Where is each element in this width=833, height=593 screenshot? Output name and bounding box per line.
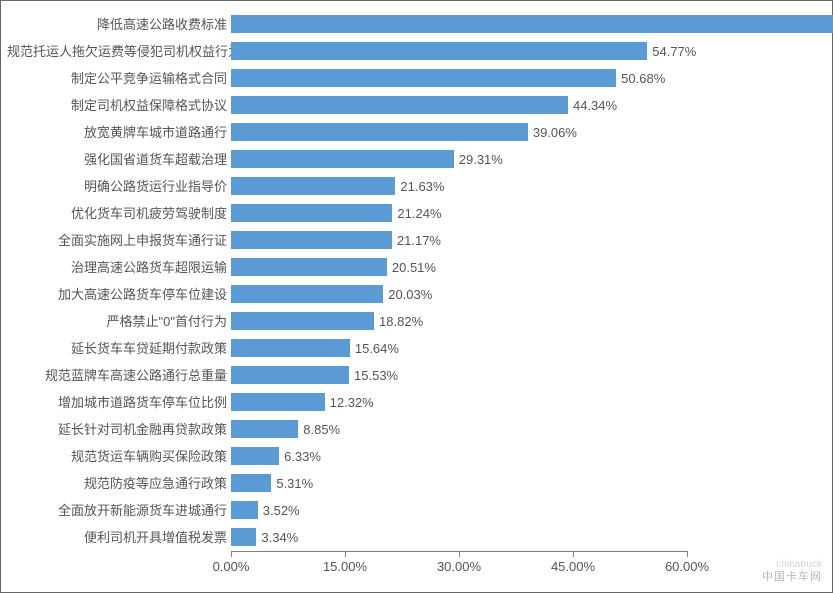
bar-label: 延长针对司机金融再贷款政策 — [7, 416, 227, 443]
bar-row: 延长针对司机金融再贷款政策8.85% — [231, 416, 791, 443]
bar-label: 明确公路货运行业指导价 — [7, 173, 227, 200]
bar — [231, 96, 568, 114]
bar-label: 延长货车车贷延期付款政策 — [7, 335, 227, 362]
value-label: 29.31% — [454, 146, 503, 173]
bar — [231, 69, 616, 87]
axis-tick — [231, 551, 232, 557]
chart-container: 降低高速公路收费标准80.84%规范托运人拖欠运费等侵犯司机权益行为54.77%… — [0, 0, 833, 593]
bar — [231, 258, 387, 276]
bar-row: 加大高速公路货车停车位建设20.03% — [231, 281, 791, 308]
bar-row: 规范防疫等应急通行政策5.31% — [231, 470, 791, 497]
bar — [231, 231, 392, 249]
bar-label: 加大高速公路货车停车位建设 — [7, 281, 227, 308]
bar-row: 全面实施网上申报货车通行证21.17% — [231, 227, 791, 254]
value-label: 21.24% — [392, 200, 441, 227]
bar-label: 规范蓝牌车高速公路通行总重量 — [7, 362, 227, 389]
bar-label: 降低高速公路收费标准 — [7, 11, 227, 38]
bar — [231, 312, 374, 330]
value-label: 21.17% — [392, 227, 441, 254]
bar-row: 优化货车司机疲劳驾驶制度21.24% — [231, 200, 791, 227]
bar-label: 全面实施网上申报货车通行证 — [7, 227, 227, 254]
axis-tick-label: 0.00% — [213, 559, 250, 574]
bar-label: 便利司机开具增值税发票 — [7, 524, 227, 551]
bar — [231, 177, 395, 195]
bar-label: 优化货车司机疲劳驾驶制度 — [7, 200, 227, 227]
bar-row: 降低高速公路收费标准80.84% — [231, 11, 791, 38]
value-label: 54.77% — [647, 38, 696, 65]
value-label: 21.63% — [395, 173, 444, 200]
bar-row: 规范托运人拖欠运费等侵犯司机权益行为54.77% — [231, 38, 791, 65]
value-label: 3.34% — [256, 524, 298, 551]
bar-row: 明确公路货运行业指导价21.63% — [231, 173, 791, 200]
x-axis: 0.00%15.00%30.00%45.00%60.00% — [231, 551, 791, 581]
value-label: 50.68% — [616, 65, 665, 92]
bar-label: 规范防疫等应急通行政策 — [7, 470, 227, 497]
value-label: 12.32% — [325, 389, 374, 416]
value-label: 39.06% — [528, 119, 577, 146]
bar — [231, 123, 528, 141]
bar — [231, 420, 298, 438]
bar-row: 规范货运车辆购买保险政策6.33% — [231, 443, 791, 470]
bar-row: 便利司机开具增值税发票3.34% — [231, 524, 791, 551]
bar — [231, 366, 349, 384]
axis-tick — [459, 551, 460, 557]
bar-label: 制定司机权益保障格式协议 — [7, 92, 227, 119]
bar — [231, 393, 325, 411]
bar — [231, 528, 256, 546]
bar-label: 治理高速公路货车超限运输 — [7, 254, 227, 281]
value-label: 44.34% — [568, 92, 617, 119]
axis-tick — [573, 551, 574, 557]
axis-tick-label: 45.00% — [551, 559, 595, 574]
bar-row: 严格禁止"0"首付行为18.82% — [231, 308, 791, 335]
bar-label: 制定公平竞争运输格式合同 — [7, 65, 227, 92]
value-label: 15.53% — [349, 362, 398, 389]
value-label: 3.52% — [258, 497, 300, 524]
axis-tick — [345, 551, 346, 557]
bar-row: 强化国省道货车超载治理29.31% — [231, 146, 791, 173]
bar-row: 放宽黄牌车城市道路通行39.06% — [231, 119, 791, 146]
bar-row: 规范蓝牌车高速公路通行总重量15.53% — [231, 362, 791, 389]
bar — [231, 501, 258, 519]
bar — [231, 42, 647, 60]
value-label: 5.31% — [271, 470, 313, 497]
bar — [231, 285, 383, 303]
bar-row: 增加城市道路货车停车位比例12.32% — [231, 389, 791, 416]
bar-row: 制定司机权益保障格式协议44.34% — [231, 92, 791, 119]
bar-label: 规范货运车辆购买保险政策 — [7, 443, 227, 470]
bar-label: 规范托运人拖欠运费等侵犯司机权益行为 — [7, 38, 227, 65]
bar-row: 延长货车车贷延期付款政策15.64% — [231, 335, 791, 362]
value-label: 20.51% — [387, 254, 436, 281]
axis-tick-label: 15.00% — [323, 559, 367, 574]
bar — [231, 204, 392, 222]
axis-tick-label: 60.00% — [665, 559, 709, 574]
bar-row: 制定公平竞争运输格式合同50.68% — [231, 65, 791, 92]
axis-tick-label: 30.00% — [437, 559, 481, 574]
bar-row: 治理高速公路货车超限运输20.51% — [231, 254, 791, 281]
value-label: 18.82% — [374, 308, 423, 335]
bar — [231, 447, 279, 465]
bar — [231, 150, 454, 168]
bar — [231, 15, 833, 33]
value-label: 6.33% — [279, 443, 321, 470]
bar-label: 放宽黄牌车城市道路通行 — [7, 119, 227, 146]
watermark-main: 中国卡车网 — [762, 568, 822, 584]
bar-label: 严格禁止"0"首付行为 — [7, 308, 227, 335]
bar-label: 全面放开新能源货车进城通行 — [7, 497, 227, 524]
bar-label: 增加城市道路货车停车位比例 — [7, 389, 227, 416]
plot-area: 降低高速公路收费标准80.84%规范托运人拖欠运费等侵犯司机权益行为54.77%… — [231, 11, 791, 551]
bar-row: 全面放开新能源货车进城通行3.52% — [231, 497, 791, 524]
bar-label: 强化国省道货车超载治理 — [7, 146, 227, 173]
value-label: 20.03% — [383, 281, 432, 308]
axis-tick — [687, 551, 688, 557]
value-label: 15.64% — [350, 335, 399, 362]
value-label: 8.85% — [298, 416, 340, 443]
bar — [231, 474, 271, 492]
bar — [231, 339, 350, 357]
